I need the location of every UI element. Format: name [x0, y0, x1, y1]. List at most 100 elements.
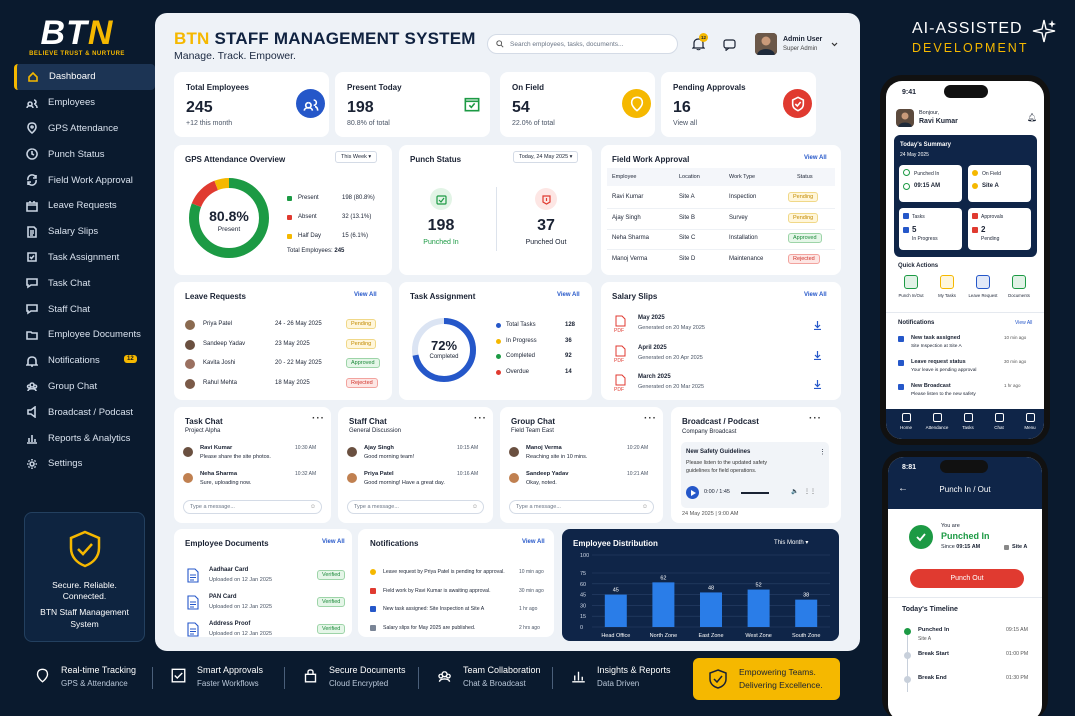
sidebar-item-employees[interactable]: Employees — [14, 90, 155, 116]
play-button[interactable] — [686, 486, 699, 499]
stat-card-total-employees[interactable]: Total Employees 245 +12 this month — [174, 72, 329, 137]
stat-card-pending-approvals[interactable]: Pending Approvals 16 View all — [661, 72, 816, 137]
leave-view-all-link[interactable]: View All — [354, 292, 377, 298]
phone2-divider — [888, 597, 1042, 598]
broadcast-item-title: New Safety Guidelines — [686, 449, 751, 455]
notification-bell-button[interactable]: 12 — [691, 33, 708, 56]
notification-text: Leave request by Priya Patel is pending … — [383, 569, 505, 575]
tab-tasks[interactable]: Tasks — [954, 413, 982, 430]
quick-action-punch-in-out[interactable]: Punch In/Out — [895, 275, 927, 307]
document-item[interactable]: PAN Card Uploaded on 12 Jan 2025 Verified — [174, 593, 352, 617]
salary-slip-item[interactable]: PDF April 2025 Generated on 20 Apr 2025 — [601, 342, 841, 368]
docs-view-all-link[interactable]: View All — [322, 539, 345, 545]
sidebar-item-task-assignment[interactable]: Task Assignment — [14, 245, 155, 271]
quick-action-documents[interactable]: Documents — [1003, 275, 1035, 307]
sidebar-item-punch-status[interactable]: Punch Status — [14, 141, 155, 167]
quick-action-leave-request[interactable]: Leave Request — [967, 275, 999, 307]
message-sender: Manoj Verma — [526, 445, 562, 451]
message-input[interactable]: Type a message... ☺ — [347, 500, 484, 514]
tab-chat[interactable]: Chat — [985, 413, 1013, 430]
audio-progress-bar[interactable] — [741, 492, 769, 494]
sidebar-item-field-work-approval[interactable]: Field Work Approval — [14, 167, 155, 193]
broadcast-item-menu[interactable]: ⋮ — [819, 449, 826, 456]
back-arrow-icon[interactable]: ← — [898, 483, 908, 494]
phone1-bell-icon[interactable]: 🔔︎ — [1027, 113, 1038, 122]
volume-icon[interactable]: 🔈 — [791, 489, 799, 495]
sidebar-item-task-chat[interactable]: Task Chat — [14, 270, 155, 296]
salary-view-all-link[interactable]: View All — [804, 292, 827, 298]
download-button[interactable] — [813, 317, 822, 335]
document-item[interactable]: Aadhaar Card Uploaded on 12 Jan 2025 Verif… — [174, 566, 352, 590]
sidebar-item-gps-attendance[interactable]: GPS Attendance — [14, 116, 155, 142]
sidebar-item-dashboard[interactable]: Dashboard — [14, 64, 155, 90]
punch-out-button[interactable]: Punch Out — [910, 569, 1024, 588]
sidebar-item-reports-analytics[interactable]: Reports & Analytics — [14, 425, 155, 451]
bell-badge: 12 — [699, 33, 708, 42]
emoji-icon[interactable]: ☺ — [471, 504, 478, 510]
download-button[interactable] — [813, 347, 822, 365]
chat-menu-button[interactable]: ··· — [474, 413, 487, 424]
download-button[interactable] — [813, 376, 822, 394]
cta-line2: Delivering Excellence. — [739, 680, 823, 690]
notification-item[interactable]: Salary slips for May 2025 are published.… — [358, 624, 554, 638]
notification-item[interactable]: Field work by Ravi Kumar is awaiting app… — [358, 587, 554, 601]
broadcast-menu-button[interactable]: ··· — [809, 413, 822, 424]
salary-slip-item[interactable]: PDF May 2025 Generated on 20 May 2025 — [601, 312, 841, 338]
notification-item[interactable]: Leave request by Priya Patel is pending … — [358, 568, 554, 582]
list-item[interactable]: Rahul Mehta 18 May 2025 Rejected — [174, 377, 392, 393]
stat-card-present-today[interactable]: Present Today 198 80.8% of total — [335, 72, 490, 137]
document-item[interactable]: Address Proof Uploaded on 12 Jan 2025 Veri… — [174, 620, 352, 644]
legend-swatch — [287, 196, 292, 201]
sidebar-item-settings[interactable]: Settings — [14, 451, 155, 477]
stat-sub: 80.8% of total — [347, 120, 390, 127]
sidebar-item-label: Leave Requests — [48, 200, 117, 212]
fieldwork-view-all-link[interactable]: View All — [804, 155, 827, 161]
salary-slip-item[interactable]: PDF March 2025 Generated on 20 Mar 2025 — [601, 371, 841, 397]
task-view-all-link[interactable]: View All — [557, 292, 580, 298]
table-header-cell: Location — [679, 174, 700, 180]
timeline-time: 01:00 PM — [1006, 651, 1029, 657]
phone1-notif-view-all[interactable]: View All — [1015, 320, 1033, 326]
sidebar-item-broadcast-podcast[interactable]: Broadcast / Podcast — [14, 399, 155, 425]
search-input[interactable]: Search employees, tasks, documents... — [487, 34, 678, 54]
quick-action-my-tasks[interactable]: My Tasks — [931, 275, 963, 307]
tab-home[interactable]: Home — [892, 413, 920, 430]
message-input[interactable]: Type a message... ☺ — [183, 500, 322, 514]
phone1-avatar[interactable] — [896, 109, 914, 127]
sidebar-item-staff-chat[interactable]: Staff Chat — [14, 296, 155, 322]
table-row[interactable]: Manoj Verma Site D Maintenance Rejected — [601, 251, 841, 271]
sidebar-item-group-chat[interactable]: Group Chat — [14, 374, 155, 400]
list-item[interactable]: Priya Patel 24 - 26 May 2025 Pending — [174, 318, 392, 334]
chat-menu-button[interactable]: ··· — [312, 413, 325, 424]
tab-menu[interactable]: Menu — [1016, 413, 1044, 430]
notification-item[interactable]: New task assigned: Site Inspection at Si… — [358, 605, 554, 619]
table-row[interactable]: Ravi Kumar Site A Inspection Pending — [601, 189, 841, 209]
emoji-icon[interactable]: ☺ — [641, 504, 648, 510]
chart-filter-select[interactable]: This Month ▾ — [774, 540, 809, 546]
chevron-down-icon[interactable] — [831, 42, 838, 47]
sidebar-item-notifications[interactable]: Notifications 12 — [14, 348, 155, 374]
gps-filter-select[interactable]: This Week ▾ — [335, 151, 378, 163]
chat-menu-button[interactable]: ··· — [644, 413, 657, 424]
punch-date-select[interactable]: Today, 24 May 2025 ▾ — [513, 151, 579, 163]
sidebar-item-leave-requests[interactable]: Leave Requests — [14, 193, 155, 219]
sidebar-item-employee-documents[interactable]: Employee Documents — [14, 322, 155, 348]
y-tick-label: 0 — [580, 625, 583, 631]
emoji-icon[interactable]: ☺ — [309, 504, 316, 510]
notifs-view-all-link[interactable]: View All — [522, 539, 545, 545]
user-avatar[interactable] — [755, 33, 777, 55]
messages-button[interactable] — [723, 38, 736, 56]
table-header-cell: Status — [797, 174, 813, 180]
table-row[interactable]: Ajay Singh Site B Survey Pending — [601, 210, 841, 230]
task-row-value: 36 — [565, 337, 572, 344]
table-row[interactable]: Neha Sharma Site C Installation Approved — [601, 230, 841, 250]
tab-attendance[interactable]: Attendance — [923, 413, 951, 430]
stat-card-on-field[interactable]: On Field 54 22.0% of total — [500, 72, 655, 137]
audio-menu-icon[interactable]: ⋮⋮ — [804, 489, 816, 495]
list-item[interactable]: Sandeep Yadav 23 May 2025 Pending — [174, 338, 392, 354]
list-item[interactable]: Kavita Joshi 20 - 22 May 2025 Approved — [174, 357, 392, 373]
message-input[interactable]: Type a message... ☺ — [509, 500, 654, 514]
quick-action-icon — [904, 275, 918, 289]
sidebar-item-salary-slips[interactable]: Salary Slips — [14, 219, 155, 245]
cell-employee: Neha Sharma — [612, 235, 650, 241]
